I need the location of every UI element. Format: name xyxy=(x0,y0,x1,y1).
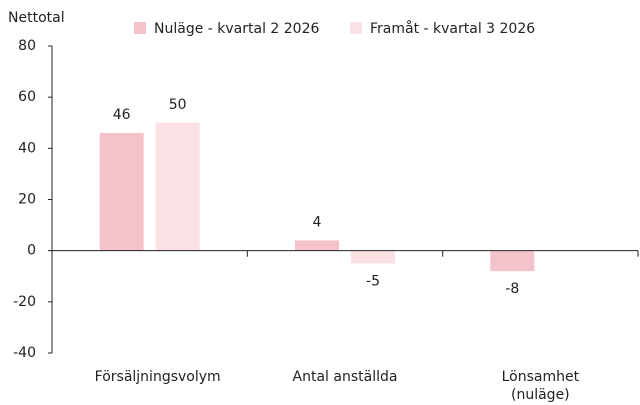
y-tick-label: 60 xyxy=(18,89,36,105)
legend-label: Nuläge - kvartal 2 2026 xyxy=(154,21,319,37)
y-tick-label: 80 xyxy=(18,38,36,54)
bar xyxy=(155,122,200,251)
x-tick-label: Antal anställda xyxy=(292,369,398,385)
y-tick-label: 20 xyxy=(18,192,36,208)
legend-label: Framåt - kvartal 3 2026 xyxy=(370,20,535,37)
data-label: 50 xyxy=(169,97,187,113)
bar xyxy=(490,250,535,272)
x-tick-label: Lönsamhet (nuläge) xyxy=(501,369,580,403)
x-tick-label: Försäljningsvolym xyxy=(94,369,221,385)
legend-swatch xyxy=(350,22,362,34)
bar xyxy=(351,250,395,264)
legend-swatch xyxy=(134,22,146,34)
data-label: -8 xyxy=(505,281,519,297)
bar xyxy=(295,240,339,251)
data-label: -5 xyxy=(366,273,380,289)
y-axis-label: Nettotal xyxy=(8,10,65,26)
y-tick-label: -20 xyxy=(13,294,36,310)
data-label: 4 xyxy=(313,214,322,230)
y-tick-label: -40 xyxy=(13,345,36,361)
data-label: 46 xyxy=(113,107,131,123)
bar xyxy=(99,132,144,251)
y-tick-label: 40 xyxy=(18,140,36,156)
y-tick-label: 0 xyxy=(27,243,36,259)
